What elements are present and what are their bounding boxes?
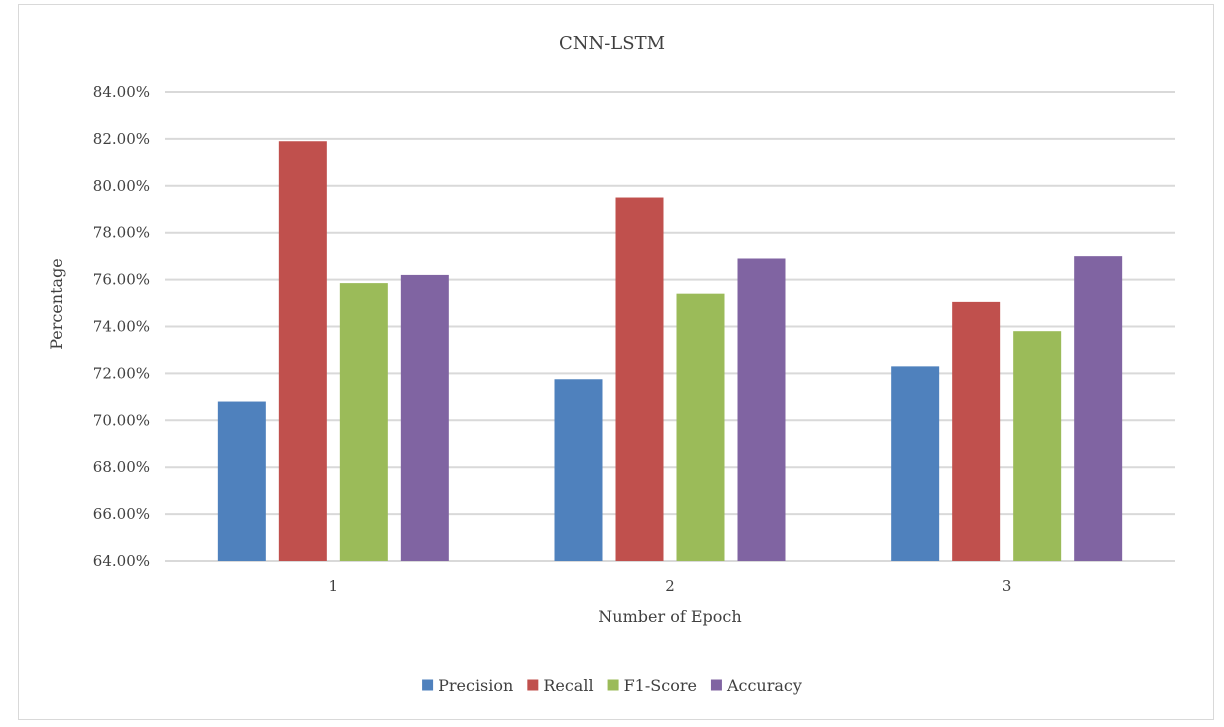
y-tick-label: 70.00% [93, 411, 150, 429]
y-tick-label: 74.00% [93, 318, 150, 336]
legend-swatch [527, 679, 539, 691]
x-axis-title: Number of Epoch [598, 607, 741, 626]
bar-recall-epoch-1 [278, 141, 327, 561]
bar-f1-score-epoch-1 [339, 283, 388, 561]
y-tick-label: 68.00% [93, 458, 150, 476]
gridlines [165, 91, 1175, 562]
x-axis-tick-labels: 1 2 3 [329, 577, 1012, 595]
legend-item-f1-score: F1-Score [607, 676, 697, 695]
y-axis-tick-labels: 64.00% 66.00% 68.00% 70.00% 72.00% 74.00% 76.0… [93, 83, 150, 570]
bar-accuracy-epoch-1 [400, 274, 449, 561]
bar-f1-score-epoch-2 [676, 293, 725, 561]
bar-f1-score-epoch-3 [1013, 331, 1062, 561]
legend-item-recall: Recall [527, 676, 594, 695]
legend-label: F1-Score [624, 676, 697, 695]
legend-item-precision: Precision [422, 676, 513, 695]
y-tick-label: 80.00% [93, 177, 150, 195]
legend-label: Precision [438, 676, 513, 695]
bars [217, 141, 1123, 561]
x-tick-label: 2 [665, 577, 675, 595]
bar-accuracy-epoch-2 [737, 258, 786, 561]
y-tick-label: 76.00% [93, 271, 150, 289]
y-tick-label: 82.00% [93, 130, 150, 148]
chart-title: CNN-LSTM [559, 33, 665, 54]
y-tick-label: 64.00% [93, 552, 150, 570]
bar-recall-epoch-3 [952, 301, 1001, 561]
legend-swatch [710, 679, 722, 691]
bar-recall-epoch-2 [615, 197, 664, 561]
y-tick-label: 78.00% [93, 224, 150, 242]
legend-swatch [607, 679, 619, 691]
legend-item-accuracy: Accuracy [710, 676, 802, 695]
y-tick-label: 72.00% [93, 364, 150, 382]
bar-accuracy-epoch-3 [1074, 256, 1123, 561]
legend: Precision Recall F1-Score Accuracy [422, 676, 802, 695]
x-tick-label: 1 [329, 577, 339, 595]
legend-label: Accuracy [726, 676, 802, 695]
bar-precision-epoch-1 [217, 401, 266, 561]
legend-swatch [422, 679, 434, 691]
bar-precision-epoch-3 [891, 366, 940, 561]
bar-precision-epoch-2 [554, 379, 603, 561]
y-axis-title: Percentage [47, 258, 66, 350]
x-tick-label: 3 [1002, 577, 1012, 595]
y-tick-label: 84.00% [93, 83, 150, 101]
y-tick-label: 66.00% [93, 505, 150, 523]
legend-label: Recall [543, 676, 593, 695]
